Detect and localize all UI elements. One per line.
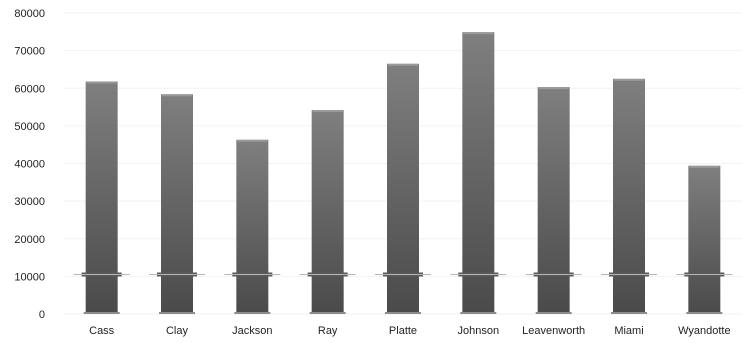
bar-ray [299,110,356,314]
bar [613,78,645,314]
bar-top-edge [237,139,268,142]
bar-base [535,312,572,314]
bars [73,32,733,315]
bar-base [686,312,723,314]
bar [688,165,721,314]
y-tick-label: 50000 [14,121,45,133]
bar-top-edge [312,110,343,113]
bar-jackson [224,139,281,314]
x-tick-label: Miami [614,325,643,337]
x-tick-label: Platte [389,325,417,337]
bar-top-edge [388,63,418,66]
bar [537,87,570,314]
bar-platte [375,63,431,315]
bar-wyandotte [676,165,733,314]
bar [161,94,193,315]
x-tick-label: Johnson [458,325,500,337]
bar [85,81,118,314]
bar-base [159,312,195,314]
bar-top-edge [463,32,494,35]
bar-base [611,312,647,314]
bar-top-edge [689,165,720,168]
bar-base [234,312,271,314]
y-tick-label: 40000 [14,159,45,171]
bar-leavenworth [525,87,582,314]
bar-clay [149,94,205,315]
x-tick-label: Clay [166,325,189,337]
x-tick-label: Leavenworth [522,325,585,337]
bar-base [83,312,120,314]
bar-johnson [450,32,507,314]
bar [462,32,495,314]
y-tick-label: 0 [39,309,45,321]
y-tick-label: 30000 [14,196,45,208]
bar-cass [73,81,130,314]
y-tick-label: 80000 [14,8,45,20]
y-tick-label: 10000 [14,271,45,283]
y-tick-label: 70000 [14,46,45,58]
bar [387,63,419,315]
y-tick-label: 60000 [14,83,45,95]
bar-top-edge [162,94,192,97]
bar-top-edge [86,81,117,84]
x-tick-label: Wyandotte [678,325,731,337]
bar-miami [601,78,657,314]
bar [311,110,344,314]
bar [236,139,269,314]
bar-base [460,312,497,314]
x-tick-label: Jackson [232,325,272,337]
y-tick-label: 20000 [14,234,45,246]
x-tick-label: Ray [318,325,338,337]
bar-top-edge [538,87,569,90]
bar-top-edge [614,78,644,81]
x-axis: Cass Clay Jackson Ray Platte Johnson Leavenwor… [89,325,730,337]
x-tick-label: Cass [89,325,115,337]
y-axis: 0 10000 20000 30000 40000 50000 60000 70000 8000… [14,8,45,321]
bar-base [385,312,421,314]
bar-base [309,312,346,314]
